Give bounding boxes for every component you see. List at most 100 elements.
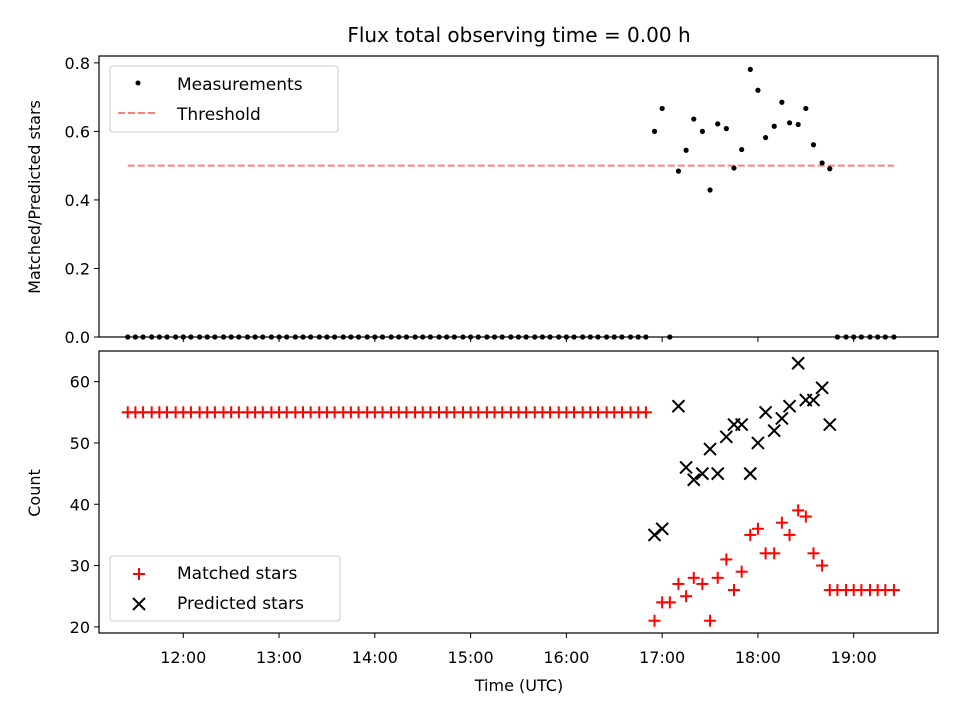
matched-stars-point bbox=[687, 571, 700, 584]
measurement-point bbox=[707, 187, 713, 193]
matched-stars-point bbox=[720, 553, 733, 566]
bottom-panel: Count Time (UTC) 20 30 40 50 60 12:00 13:00 14… bbox=[25, 350, 939, 695]
bottom-x-tick-label: 13:00 bbox=[256, 648, 302, 667]
bottom-y-tick-label: 20 bbox=[70, 618, 90, 637]
matched-stars-point bbox=[799, 510, 812, 523]
matched-stars-point bbox=[727, 584, 740, 597]
predicted-stars-point bbox=[671, 399, 686, 413]
predicted-stars-point bbox=[711, 466, 725, 481]
measurement-point bbox=[755, 87, 761, 93]
matched-stars-point bbox=[751, 522, 764, 535]
measurement-point bbox=[795, 121, 801, 128]
top-plot-area bbox=[125, 66, 897, 340]
matched-stars-point bbox=[639, 406, 652, 419]
matched-stars-point bbox=[680, 590, 693, 603]
predicted-stars-point bbox=[806, 393, 821, 407]
matched-stars-point bbox=[648, 614, 661, 627]
matched-stars-point bbox=[711, 571, 724, 584]
predicted-stars-point bbox=[734, 417, 749, 432]
predicted-stars-point bbox=[767, 423, 781, 438]
matched-stars-point bbox=[887, 584, 900, 597]
bottom-x-tick-label: 12:00 bbox=[160, 648, 206, 667]
bottom-axes-frame bbox=[98, 350, 939, 634]
bottom-y-tick-label: 40 bbox=[70, 495, 90, 514]
predicted-stars-point bbox=[751, 436, 765, 450]
measurement-point bbox=[819, 160, 825, 166]
legend-predicted-marker bbox=[132, 597, 146, 611]
bottom-y-ticks: 20 30 40 50 60 bbox=[70, 373, 99, 637]
x-axis-label: Time (UTC) bbox=[474, 676, 563, 695]
measurement-point bbox=[683, 147, 689, 153]
top-axes-frame bbox=[98, 55, 939, 338]
matched-stars-point bbox=[735, 565, 748, 578]
measurement-point bbox=[715, 121, 721, 127]
predicted-stars-point bbox=[791, 356, 805, 370]
measurement-point bbox=[747, 66, 753, 72]
top-y-ticks: 0.0 0.2 0.4 0.6 0.8 bbox=[65, 54, 99, 347]
predicted-stars-point bbox=[815, 381, 829, 395]
matched-stars-point bbox=[744, 528, 757, 541]
matched-stars-point bbox=[807, 547, 820, 560]
top-y-tick-label: 0.6 bbox=[65, 122, 90, 141]
top-y-tick-label: 0.4 bbox=[65, 191, 90, 210]
measurement-point bbox=[739, 146, 745, 153]
matched-stars-point bbox=[775, 516, 788, 529]
predicted-stars-point bbox=[775, 411, 789, 426]
measurement-point bbox=[699, 128, 705, 134]
measurement-point bbox=[827, 166, 833, 172]
predicted-stars-point bbox=[719, 430, 734, 444]
predicted-stars-point bbox=[703, 442, 717, 456]
bottom-x-tick-label: 15:00 bbox=[448, 648, 494, 667]
matched-stars-point bbox=[783, 528, 796, 541]
bottom-x-tick-label: 14:00 bbox=[352, 648, 398, 667]
matched-stars-point bbox=[704, 614, 717, 627]
predicted-stars-point bbox=[687, 473, 701, 487]
top-y-tick-label: 0.8 bbox=[65, 54, 90, 73]
predicted-stars-point bbox=[655, 522, 669, 536]
predicted-stars-point bbox=[782, 399, 797, 413]
measurement-point bbox=[786, 120, 793, 126]
matched-stars-point bbox=[792, 504, 805, 517]
measurement-point bbox=[691, 116, 697, 122]
predicted-stars-point bbox=[823, 417, 837, 432]
legend-threshold-label: Threshold bbox=[176, 105, 261, 125]
predicted-stars-point bbox=[679, 460, 693, 475]
top-x-ticks bbox=[182, 337, 855, 342]
bottom-legend: Matched stars Predicted stars bbox=[109, 555, 341, 622]
bottom-y-tick-label: 30 bbox=[70, 557, 90, 576]
matched-stars-point bbox=[816, 559, 829, 572]
bottom-y-tick-label: 50 bbox=[70, 434, 90, 453]
measurement-point bbox=[763, 134, 769, 141]
bottom-y-tick-label: 60 bbox=[70, 373, 90, 392]
top-y-tick-label: 0.0 bbox=[65, 328, 90, 347]
bottom-x-tick-label: 16:00 bbox=[543, 648, 589, 667]
matched-stars-point bbox=[663, 596, 676, 609]
top-panel: Flux total observing time = 0.00 h Match… bbox=[25, 23, 939, 347]
bottom-legend-box bbox=[109, 555, 341, 622]
predicted-stars-point bbox=[743, 466, 757, 481]
measurement-point bbox=[659, 105, 665, 112]
bottom-x-tick-label: 17:00 bbox=[639, 648, 685, 667]
legend-matched-marker bbox=[133, 568, 145, 580]
measurement-point bbox=[771, 123, 777, 129]
legend-measurements-marker bbox=[135, 80, 141, 86]
bottom-x-ticks: 12:00 13:00 14:00 15:00 16:00 17:00 18:00 19:00 bbox=[160, 633, 877, 667]
measurement-point bbox=[651, 128, 658, 134]
top-legend-box bbox=[109, 65, 339, 133]
measurement-point bbox=[803, 105, 809, 112]
legend-predicted-label: Predicted stars bbox=[177, 594, 304, 614]
measurement-point bbox=[731, 165, 737, 171]
matched-stars-point bbox=[672, 577, 685, 590]
top-y-tick-label: 0.2 bbox=[65, 259, 90, 278]
measurement-point bbox=[675, 168, 682, 174]
predicted-stars-point bbox=[647, 528, 662, 542]
bottom-y-axis-label: Count bbox=[25, 469, 44, 517]
predicted-stars-point bbox=[695, 466, 710, 481]
bottom-x-tick-label: 19:00 bbox=[831, 648, 877, 667]
legend-matched-label: Matched stars bbox=[177, 564, 297, 584]
measurement-point bbox=[723, 126, 729, 132]
measurement-point bbox=[810, 142, 817, 148]
predicted-stars-point bbox=[758, 405, 773, 420]
top-legend: Measurements Threshold bbox=[109, 65, 339, 133]
